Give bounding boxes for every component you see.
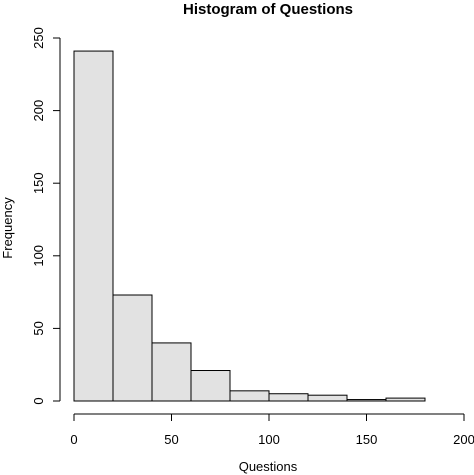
- histogram-bar: [190, 370, 231, 402]
- x-tick-label: 0: [70, 432, 77, 447]
- x-tick-label: 150: [356, 432, 378, 447]
- histogram-bar: [268, 393, 309, 402]
- x-axis: 0 50 100 150 200: [70, 413, 474, 447]
- histogram-bar: [346, 399, 387, 402]
- y-tick-label: 250: [31, 27, 46, 49]
- y-tick-label: 200: [31, 100, 46, 122]
- y-tick-label: 150: [31, 172, 46, 194]
- histogram-bar: [151, 342, 192, 402]
- y-tick-label: 100: [31, 245, 46, 267]
- histogram-bar: [385, 397, 426, 402]
- bars-group: [73, 50, 426, 402]
- chart-title: Histogram of Questions: [183, 1, 353, 18]
- y-axis-label: Frequency: [0, 197, 15, 259]
- y-tick-label: 0: [31, 397, 46, 404]
- x-tick-label: 100: [258, 432, 280, 447]
- x-tick-label: 50: [164, 432, 178, 447]
- histogram-bar: [229, 390, 270, 402]
- y-axis: 0 50 100 150 200 250: [31, 27, 61, 405]
- x-tick-label: 200: [453, 432, 474, 447]
- histogram-bar: [307, 394, 348, 402]
- y-tick-label: 50: [31, 321, 46, 335]
- x-axis-label: Questions: [239, 459, 298, 474]
- histogram-bar: [112, 294, 153, 402]
- histogram-bar: [73, 50, 114, 402]
